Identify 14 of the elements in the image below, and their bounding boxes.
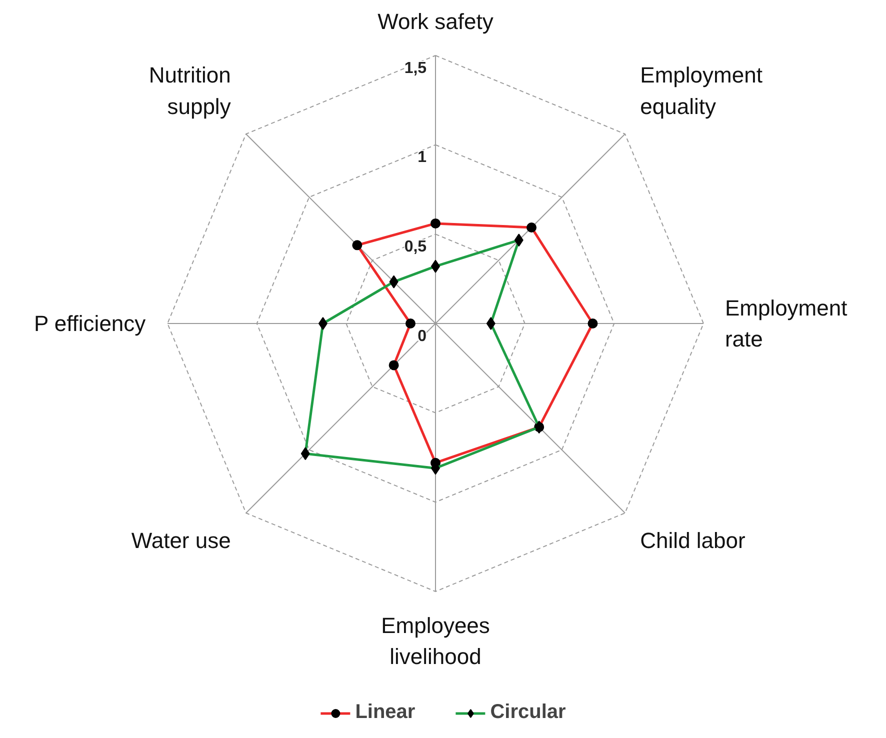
legend-label: Circular [490, 701, 566, 724]
spoke-label: Employees livelihood [381, 612, 490, 670]
spoke-label: Water use [131, 528, 231, 554]
spoke-label: Nutrition supply [148, 62, 231, 119]
spoke-label: Child labor [640, 528, 746, 554]
legend-label: Linear [355, 701, 416, 724]
spoke-label: Employment rate [724, 295, 848, 352]
y-tick-label: 1,5 [404, 60, 427, 77]
y-tick-label: 1 [418, 149, 427, 166]
spoke-label: Employment equality [640, 62, 762, 119]
y-tick-label: 0,5 [404, 238, 427, 256]
spoke-label: P efficiency [34, 311, 146, 336]
y-tick-label: 0 [418, 328, 427, 345]
spoke-label: Work safety [378, 9, 494, 34]
